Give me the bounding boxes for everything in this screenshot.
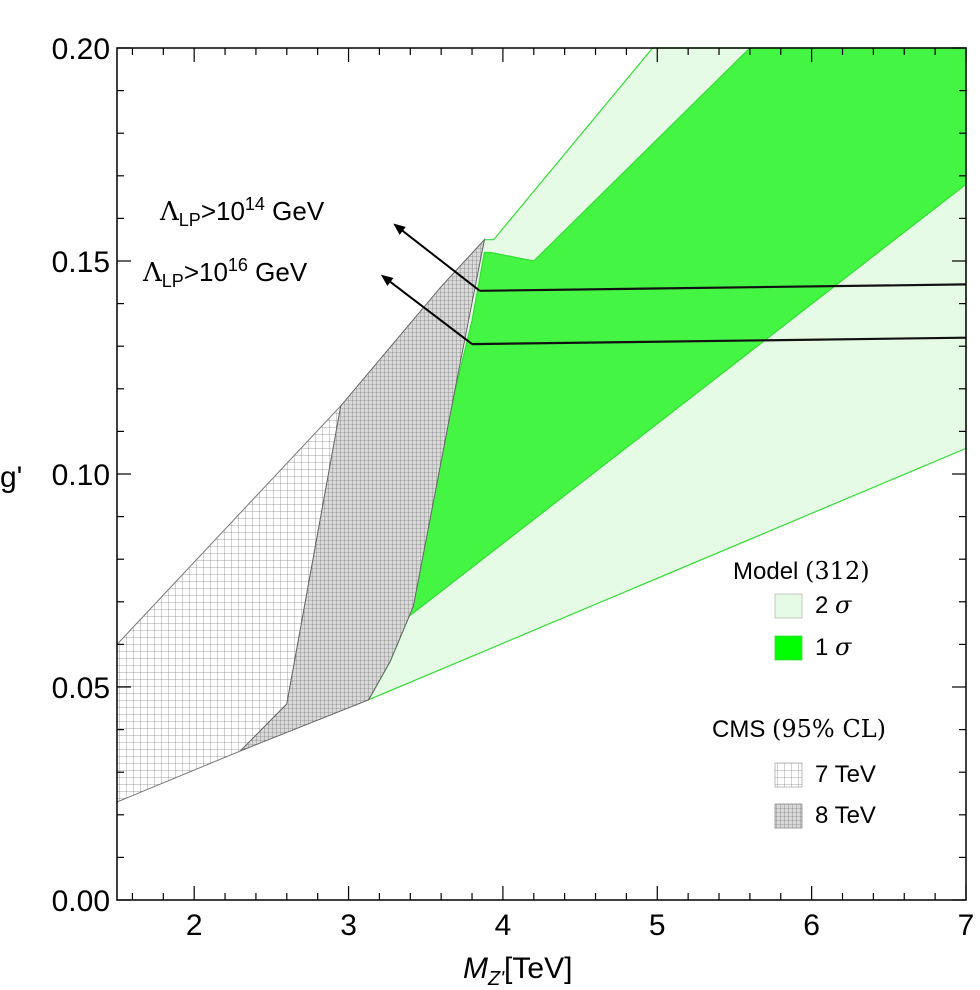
y-axis-title: g' — [0, 461, 22, 494]
x-tick-label: 6 — [803, 909, 820, 942]
legend-label-2sigma: 2 σ — [815, 591, 852, 619]
annotation-lambda-14: ΛLP>1014 GeV — [159, 194, 325, 230]
legend: Model (312) 2 σ 1 σ CMS (95% CL) 7 TeV 8… — [712, 557, 886, 829]
legend-swatch-1sigma — [774, 635, 803, 661]
arrow-lambda-16 — [380, 274, 473, 345]
legend-swatch-7tev — [774, 762, 803, 788]
y-tick-label: 0.10 — [52, 459, 110, 492]
legend-label-1sigma: 1 σ — [815, 633, 852, 661]
lambda-line-14 — [479, 283, 967, 292]
y-tick-label: 0.20 — [52, 33, 110, 66]
x-tick-label: 5 — [649, 909, 666, 942]
constraint-lines — [380, 223, 967, 346]
data-regions — [116, 47, 967, 803]
x-axis-unit: [TeV] — [504, 952, 572, 985]
x-tick-label: 2 — [186, 909, 203, 942]
x-tick-label: 4 — [495, 909, 512, 942]
x-tick-label: 3 — [340, 909, 357, 942]
legend-swatch-8tev — [774, 803, 803, 829]
y-tick-label: 0.15 — [52, 246, 110, 279]
legend-swatch-2sigma — [774, 593, 803, 619]
x-axis-title: MZ'[TeV] — [463, 952, 572, 990]
arrow-lambda-14 — [393, 223, 481, 292]
legend-model-title: Model (312) — [733, 557, 870, 585]
x-axis-symbol: M — [463, 952, 488, 985]
y-tick-label: 0.05 — [52, 672, 110, 705]
legend-label-8tev: 8 TeV — [815, 802, 876, 829]
y-tick-label: 0.00 — [52, 885, 110, 918]
legend-label-7tev: 7 TeV — [815, 761, 876, 788]
x-tick-label: 7 — [958, 909, 975, 942]
annotation-lambda-16: ΛLP>1016 GeV — [142, 255, 308, 291]
x-axis-subscript: Z' — [487, 968, 505, 990]
lambda-line-16 — [471, 336, 967, 346]
axis-ticks — [117, 47, 967, 901]
legend-cms-title: CMS (95% CL) — [712, 715, 886, 743]
region-cms-8-tev — [240, 238, 486, 752]
axis-tick-labels: 2 3 4 5 6 7 0.00 0.05 0.10 0.15 0.20 — [52, 33, 975, 942]
